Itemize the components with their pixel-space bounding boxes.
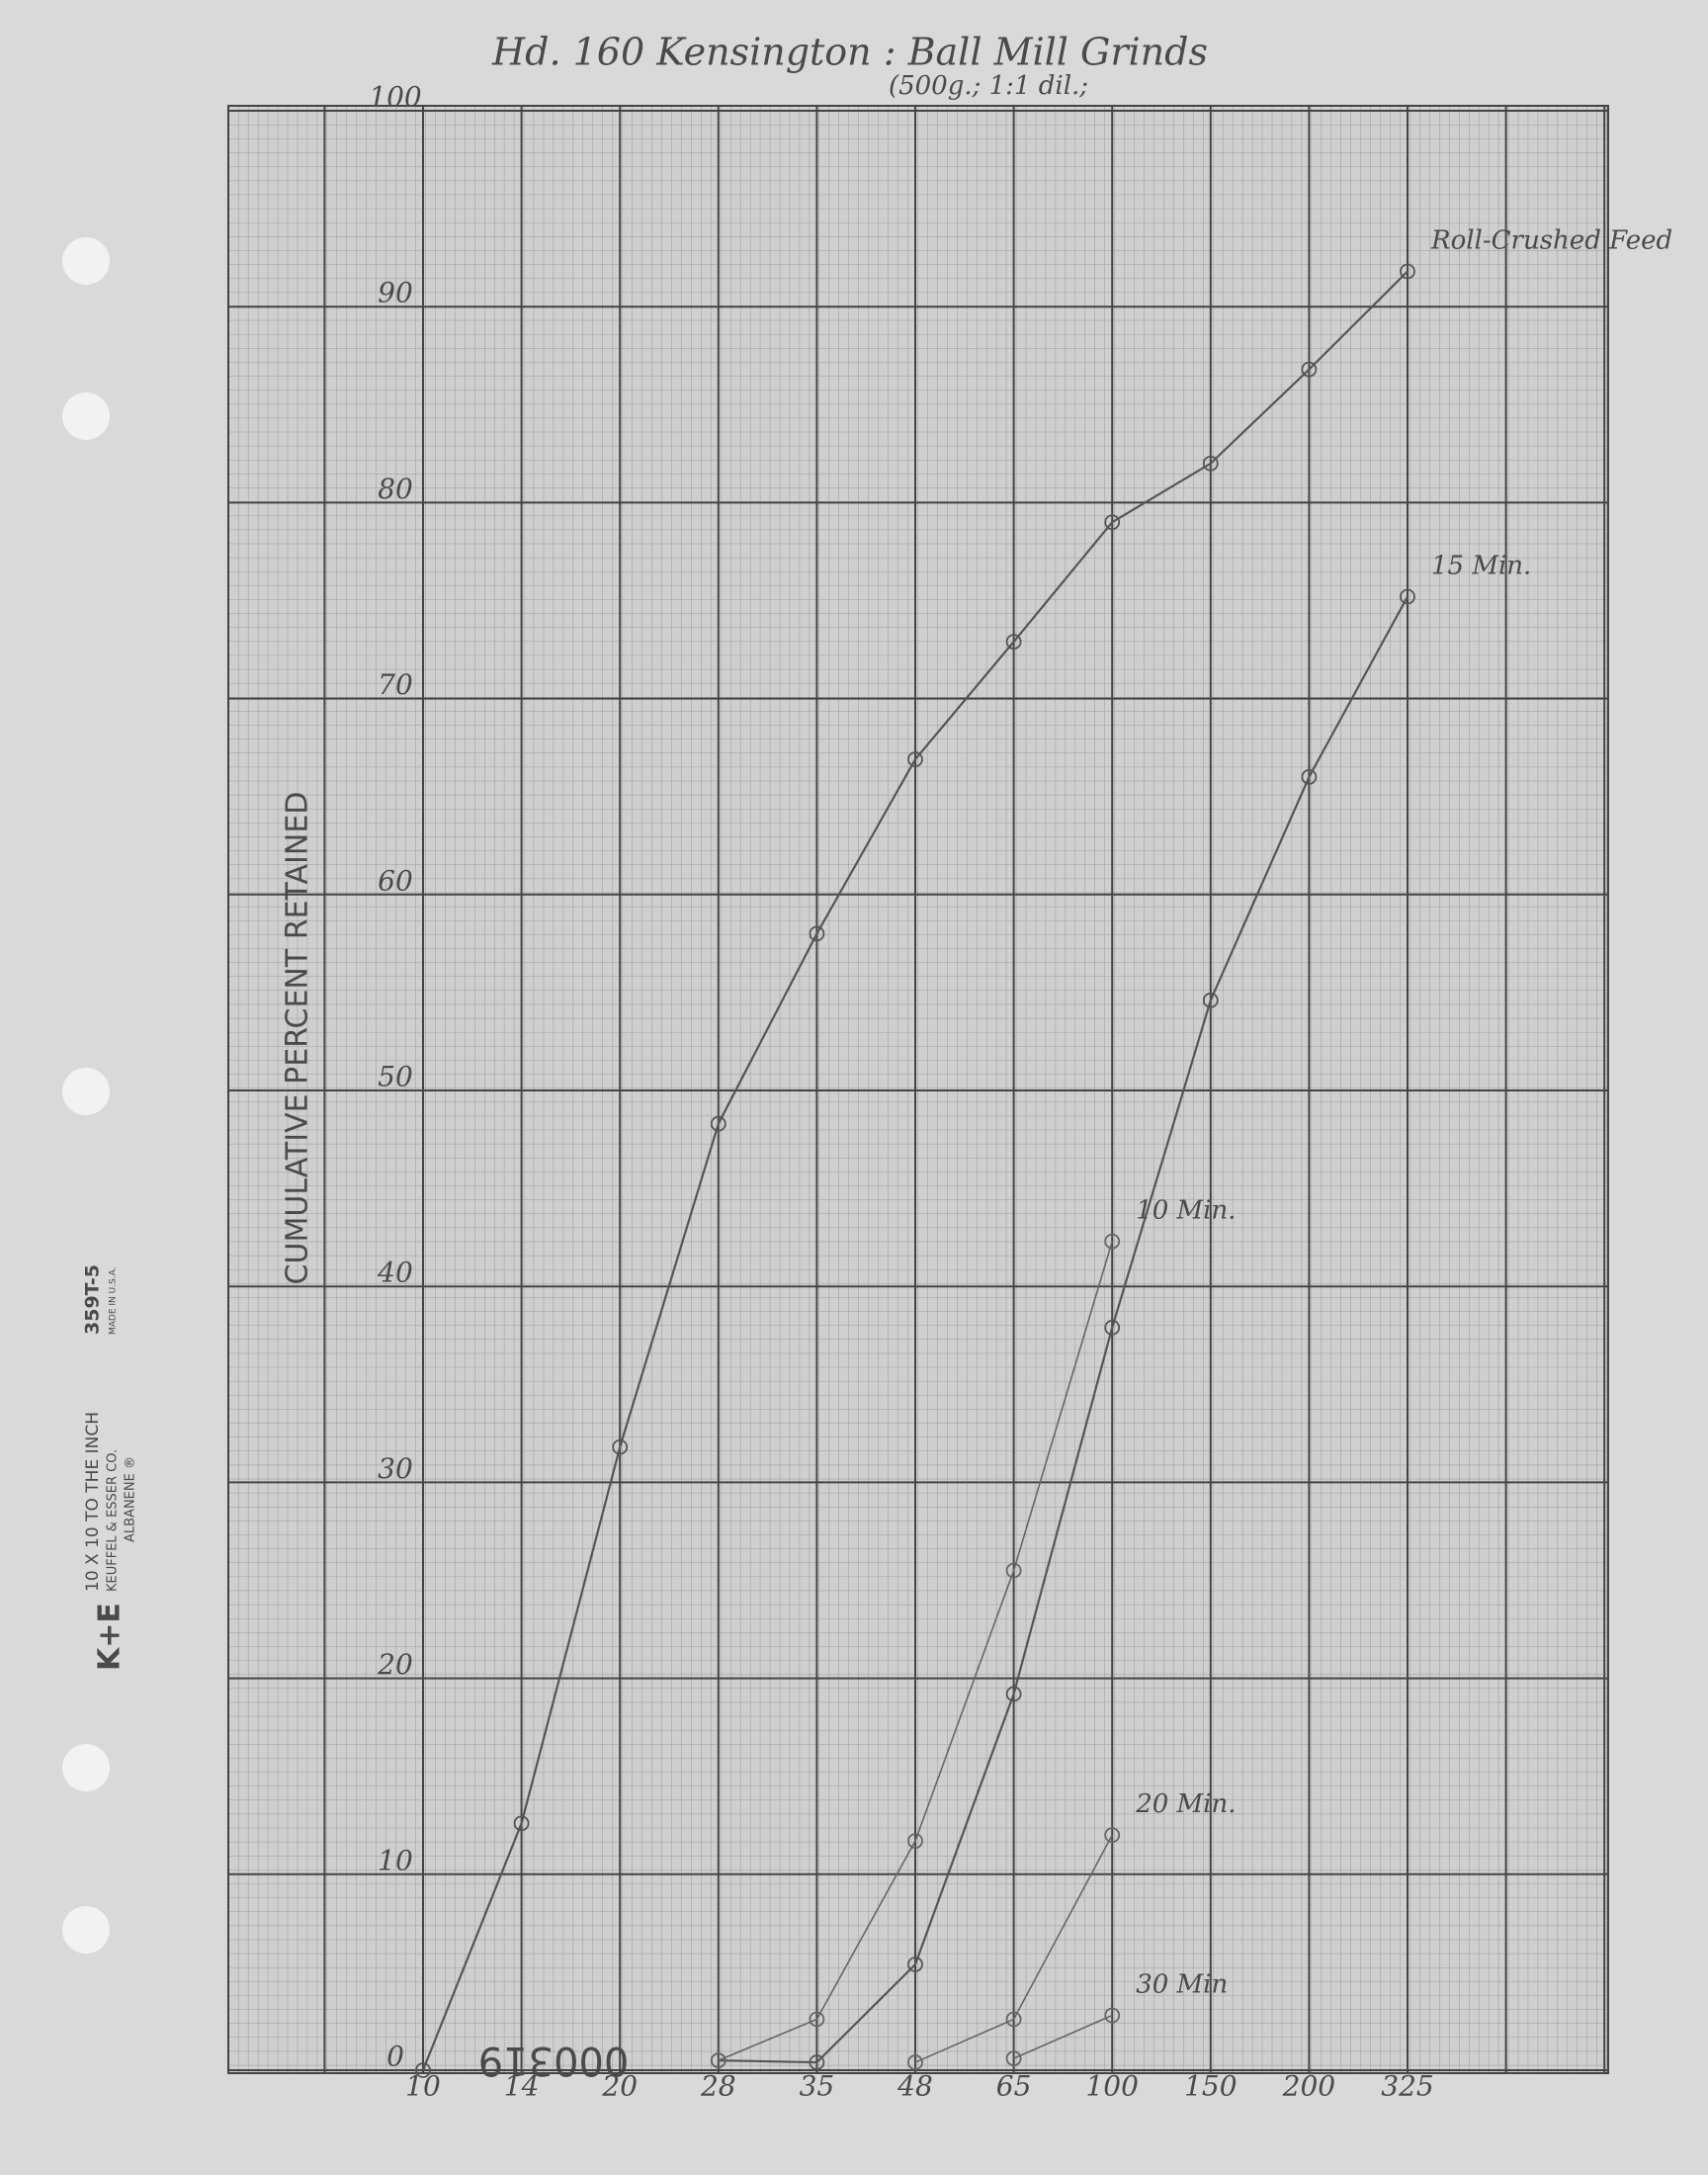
x-tick-label: 10 — [405, 2070, 441, 2103]
y-tick-label: 20 — [377, 1648, 413, 1681]
data-point — [1104, 1319, 1121, 1336]
series-line — [718, 1241, 1113, 2061]
data-point — [1400, 263, 1415, 280]
y-tick-label: 60 — [378, 864, 413, 897]
data-point — [907, 751, 923, 767]
y-axis-label: CUMULATIVE PERCENT RETAINED — [281, 792, 315, 1285]
y-tick-label: 30 — [378, 1452, 413, 1485]
data-point — [1301, 768, 1318, 785]
y-tick-label: 80 — [378, 473, 413, 505]
x-tick-label: 20 — [601, 2070, 638, 2103]
series-line — [718, 596, 1409, 2064]
y-tick-label: 90 — [378, 277, 413, 309]
y-tick-label: 100 — [369, 81, 421, 114]
data-point — [809, 925, 825, 942]
series-line — [914, 1834, 1113, 2063]
x-tick-label: 14 — [504, 2070, 540, 2103]
y-tick-label: 70 — [378, 668, 413, 701]
x-tick-label: 65 — [996, 2070, 1032, 2103]
punch-holes — [62, 237, 110, 1954]
x-tick-label: 28 — [700, 2070, 736, 2103]
paper-print-line: KEUFFEL & ESSER CO. — [106, 1449, 121, 1592]
data-point — [1005, 634, 1022, 651]
chart-subtitle: (500g.; 1:1 dil.; — [889, 71, 1088, 101]
y-tick-label: 50 — [378, 1061, 413, 1093]
y-tick-label: 0 — [386, 2041, 404, 2073]
data-point — [710, 2052, 726, 2068]
series-label: 30 Min — [1136, 1970, 1228, 2000]
x-tick-label: 48 — [897, 2070, 933, 2103]
series-line — [1013, 2014, 1113, 2059]
series-label: Roll-Crushed Feed — [1430, 226, 1672, 256]
data-point — [1005, 1686, 1022, 1702]
x-tick-label: 200 — [1282, 2070, 1335, 2103]
data-point — [1301, 361, 1318, 378]
data-point — [1104, 1827, 1121, 1844]
x-tick-label: 100 — [1085, 2070, 1138, 2103]
paper-print: K+E 10 X 10 TO THE INCH KEUFFEL & ESSER … — [82, 1264, 138, 1671]
data-point — [1104, 2007, 1121, 2024]
data-point — [710, 1115, 726, 1132]
data-point — [809, 2011, 825, 2028]
data-point — [1005, 2050, 1022, 2067]
data-point — [1005, 2011, 1022, 2028]
series-line — [421, 270, 1409, 2071]
chart-title: Hd. 160 Kensington : Ball Mill Grinds — [491, 31, 1208, 74]
data-point — [612, 1438, 629, 1455]
y-tick-label: 40 — [377, 1257, 413, 1289]
data-point — [907, 2054, 923, 2070]
x-tick-label: 150 — [1184, 2070, 1237, 2103]
series-label: 15 Min. — [1431, 552, 1531, 581]
x-tick-label: 35 — [800, 2070, 835, 2103]
series-label: 10 Min. — [1136, 1196, 1236, 1226]
paper-print-line: 10 X 10 TO THE INCH — [83, 1412, 103, 1592]
paper-code: 359T-5 — [82, 1264, 104, 1335]
paper-print-line: ALBANENE ® — [124, 1456, 138, 1542]
data-point — [1104, 1233, 1121, 1250]
stamp: 000319 — [478, 2038, 630, 2083]
paper-origin: MADE IN U.S.A. — [109, 1266, 119, 1335]
data-point — [809, 2054, 825, 2070]
data-point — [907, 1957, 923, 1972]
series-label: 20 Min. — [1135, 1789, 1236, 1819]
brand: K+E — [93, 1603, 128, 1671]
data-point — [1104, 514, 1121, 531]
data-point — [907, 1833, 923, 1850]
x-tick-label: 325 — [1381, 2070, 1433, 2103]
data-point — [1005, 1562, 1022, 1579]
y-tick-label: 10 — [378, 1844, 413, 1876]
data-point — [1202, 992, 1219, 1008]
data-point — [415, 2062, 431, 2078]
data-point — [1202, 455, 1219, 472]
data-point — [513, 1815, 530, 1832]
data-point — [1400, 588, 1415, 605]
